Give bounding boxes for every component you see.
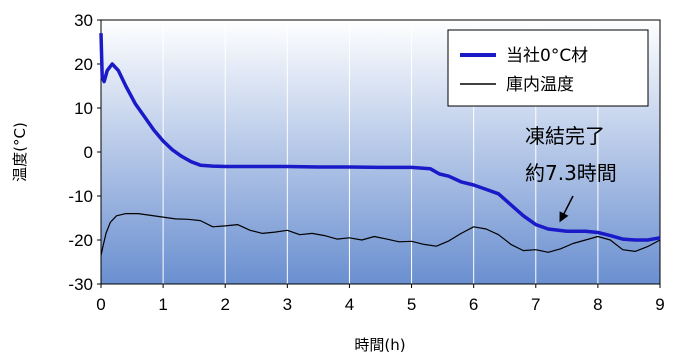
series-line-1 (100, 213, 661, 256)
series-layer (99, 33, 661, 256)
x-tick-label-4: 4 (345, 295, 354, 314)
y-axis-label: 温度(°C) (11, 122, 29, 182)
legend-label-0: 当社0°C材 (506, 46, 588, 66)
annotation: 凍結完了 約7.3時間 (525, 124, 617, 223)
x-tick-labels: 0 1 2 3 4 5 6 7 8 9 (96, 284, 665, 314)
y-tick-label-1: 20 (74, 55, 93, 74)
y-tick-label-6: -30 (68, 275, 93, 294)
series-line-0 (99, 33, 661, 242)
y-tick-label-4: -10 (68, 187, 93, 206)
legend: 当社0°C材 庫内温度 (447, 29, 649, 107)
legend-box (447, 29, 649, 107)
x-tick-label-2: 2 (220, 295, 229, 314)
x-tick-label-3: 3 (283, 295, 292, 314)
y-tick-label-0: 30 (74, 11, 93, 30)
x-tick-label-1: 1 (158, 295, 167, 314)
y-tick-label-5: -20 (68, 231, 93, 250)
y-tick-labels: 30 20 10 0 -10 -20 -30 (68, 11, 101, 294)
x-axis-label: 時間(h) (354, 336, 405, 354)
annotation-arrow (559, 195, 574, 223)
y-tick-label-2: 10 (74, 99, 93, 118)
x-tick-label-0: 0 (96, 295, 105, 314)
annotation-line-1: 凍結完了 (525, 124, 605, 148)
annotation-line-2: 約7.3時間 (525, 161, 617, 185)
x-tick-label-8: 8 (593, 295, 602, 314)
x-tick-label-6: 6 (469, 295, 478, 314)
x-tick-label-5: 5 (407, 295, 416, 314)
x-tick-label-7: 7 (531, 295, 540, 314)
x-tick-label-9: 9 (655, 295, 664, 314)
legend-label-1: 庫内温度 (506, 75, 574, 95)
y-tick-label-3: 0 (84, 143, 93, 162)
